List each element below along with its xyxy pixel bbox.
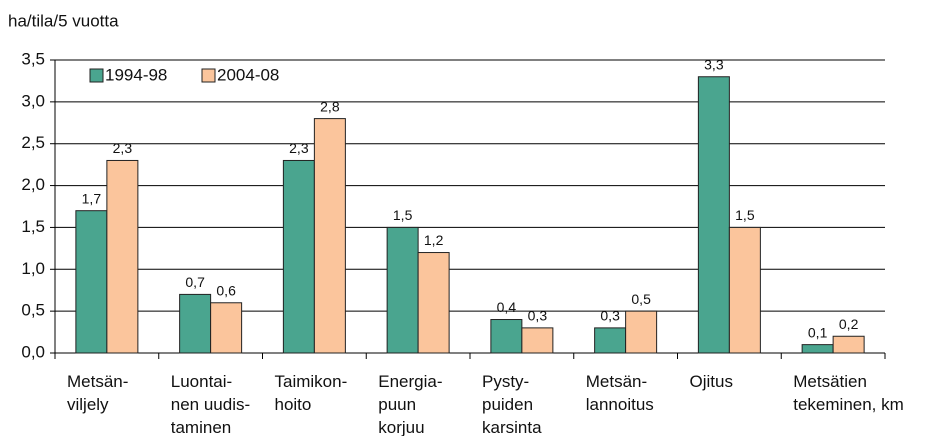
y-tick-label: 0,5: [21, 301, 45, 320]
y-tick-label: 3,5: [21, 49, 45, 68]
x-tick-label-line: Luontai-: [171, 372, 232, 391]
bar: [728, 226, 761, 354]
x-tick-label-line: Ojitus: [690, 372, 733, 391]
data-label: 0,6: [216, 282, 236, 298]
y-tick-label: 0,0: [21, 342, 45, 361]
x-tick-label: Metsän-lannoitus: [586, 372, 654, 414]
x-tick-label: Pysty-puiden karsinta: [482, 372, 542, 436]
bar: [106, 159, 139, 354]
x-tick-label-line: puun: [378, 395, 416, 414]
y-tick-label: 1,5: [21, 217, 45, 236]
data-label: 2,3: [289, 140, 309, 156]
y-tick-label: 2,5: [21, 133, 45, 152]
data-label: 0,1: [808, 324, 828, 340]
legend-label: 2004-08: [217, 65, 279, 84]
bar: [210, 302, 243, 354]
x-tick-label-line: hoito: [275, 395, 312, 414]
x-tick-label-line: Metsän-: [67, 372, 128, 391]
chart-title: ha/tila/5 vuotta: [8, 11, 119, 30]
y-tick-label: 3,0: [21, 91, 45, 110]
bar: [282, 159, 315, 354]
data-label: 0,7: [185, 274, 205, 290]
x-tick-label-line: Pysty-: [482, 372, 529, 391]
legend-label: 1994-98: [105, 65, 167, 84]
data-label: 0,4: [497, 299, 517, 315]
x-tick-label-line: viljely: [67, 395, 109, 414]
bar: [801, 344, 834, 354]
data-label: 1,5: [735, 207, 755, 223]
bar: [521, 327, 554, 354]
bar: [490, 319, 523, 354]
x-tick-label: Energia-puun korjuu: [378, 372, 442, 436]
x-tick-label-line: taminen: [171, 418, 231, 436]
y-tick-label: 1,0: [21, 259, 45, 278]
x-tick-label-line: nen uudis-: [171, 395, 250, 414]
legend-swatch: [201, 68, 216, 83]
data-label: 3,3: [704, 56, 724, 72]
legend-swatch: [89, 68, 104, 83]
bar: [417, 252, 450, 354]
x-tick-label-line: karsinta: [482, 418, 542, 436]
data-label: 1,7: [82, 190, 102, 206]
bar: [697, 76, 730, 354]
x-tick-label-line: Taimikon-: [275, 372, 348, 391]
x-tick-label-line: puiden: [482, 395, 533, 414]
data-label: 0,3: [600, 308, 620, 324]
data-label: 1,2: [424, 232, 444, 248]
data-label: 1,5: [393, 207, 413, 223]
x-tick-label-line: korjuu: [378, 418, 424, 436]
x-tick-label-line: Metsän-: [586, 372, 647, 391]
x-tick-label: Ojitus: [690, 372, 733, 391]
x-tick-label: Luontai-nen uudis-taminen: [171, 372, 250, 436]
bar: [832, 335, 865, 354]
bar: [75, 210, 108, 354]
x-tick-label: Metsätien tekeminen, km: [793, 372, 904, 414]
y-tick-label: 2,0: [21, 175, 45, 194]
data-label: 2,3: [113, 140, 133, 156]
data-label: 0,5: [631, 291, 651, 307]
data-label: 0,2: [839, 316, 859, 332]
x-tick-label-line: Energia-: [378, 372, 442, 391]
x-tick-label-line: Metsätien: [793, 372, 867, 391]
bar: [386, 226, 419, 354]
x-tick-label: Taimikon-hoito: [275, 372, 348, 414]
data-label: 0,3: [528, 308, 548, 324]
bar: [313, 118, 346, 354]
bar: [179, 293, 212, 354]
x-tick-label: Metsän-viljely: [67, 372, 128, 414]
bar: [594, 327, 627, 354]
bar: [625, 310, 658, 354]
x-tick-label-line: lannoitus: [586, 395, 654, 414]
x-tick-label-line: tekeminen, km: [793, 395, 904, 414]
data-label: 2,8: [320, 98, 340, 114]
